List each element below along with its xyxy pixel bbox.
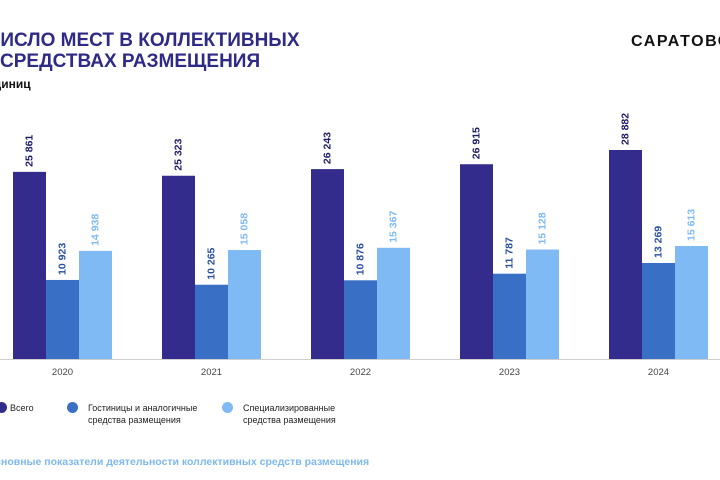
brand-logo-text: САРАТОВС: [631, 33, 720, 50]
data-label-2023-series-2: 15 128: [537, 212, 549, 244]
data-label-2020-series-0: 25 861: [24, 135, 36, 167]
bar-2024-series-2: [675, 246, 708, 359]
legend-swatch-specialized: [222, 402, 233, 413]
legend-swatch-total: [0, 402, 7, 413]
data-label-2024-series-1: 13 269: [653, 226, 665, 258]
bar-2021-series-1: [195, 284, 228, 359]
x-tick-label-2020: 2020: [52, 367, 73, 378]
x-tick-label-2021: 2021: [201, 367, 222, 378]
data-label-2023-series-0: 26 915: [471, 127, 483, 159]
bar-2023-series-1: [493, 273, 526, 359]
bar-2024-series-1: [642, 262, 675, 359]
data-label-2024-series-0: 28 882: [620, 113, 632, 145]
data-label-2022-series-0: 26 243: [322, 132, 334, 164]
x-tick-label-2022: 2022: [350, 367, 371, 378]
chart-subtitle: единиц: [0, 77, 31, 91]
data-label-2024-series-2: 15 613: [686, 209, 698, 241]
bar-2024-series-0: [609, 150, 642, 359]
footer-source: Основные показатели деятельности коллект…: [0, 456, 370, 468]
legend-label-hotels: Гостиницы и аналогичные средства размеще…: [88, 403, 198, 425]
bar-2022-series-2: [377, 247, 410, 359]
data-label-2021-series-1: 10 265: [206, 247, 218, 279]
bar-2020-series-1: [46, 279, 79, 359]
bar-chart: 25 861 10 923 14 938 2020 25 323 10 265 15 058…: [0, 113, 720, 378]
legend-swatch-hotels: [67, 402, 78, 413]
data-label-2020-series-1: 10 923: [57, 243, 69, 275]
bar-2022-series-1: [344, 280, 377, 359]
x-tick-label-2024: 2024: [648, 367, 669, 378]
bar-2021-series-0: [162, 175, 195, 359]
bar-2023-series-2: [526, 249, 559, 359]
data-label-2021-series-2: 15 058: [239, 213, 251, 245]
bar-2021-series-2: [228, 250, 261, 359]
data-label-2023-series-1: 11 787: [504, 237, 516, 269]
data-label-2021-series-0: 25 323: [173, 138, 185, 170]
x-tick-label-2023: 2023: [499, 367, 520, 378]
chart-title: ЧИСЛО МЕСТ В КОЛЛЕКТИВНЫХ СРЕДСТВАХ РАЗМ…: [0, 30, 300, 72]
bar-2022-series-0: [311, 169, 344, 359]
legend-label-total: Всего: [10, 403, 34, 413]
data-label-2020-series-2: 14 938: [90, 214, 102, 246]
bar-2023-series-0: [460, 164, 493, 359]
data-label-2022-series-1: 10 876: [355, 243, 367, 275]
bar-2020-series-2: [79, 250, 112, 359]
data-label-2022-series-2: 15 367: [388, 211, 400, 243]
legend-label-specialized: Специализированные средства размещения: [243, 403, 336, 425]
bar-2020-series-0: [13, 171, 46, 359]
